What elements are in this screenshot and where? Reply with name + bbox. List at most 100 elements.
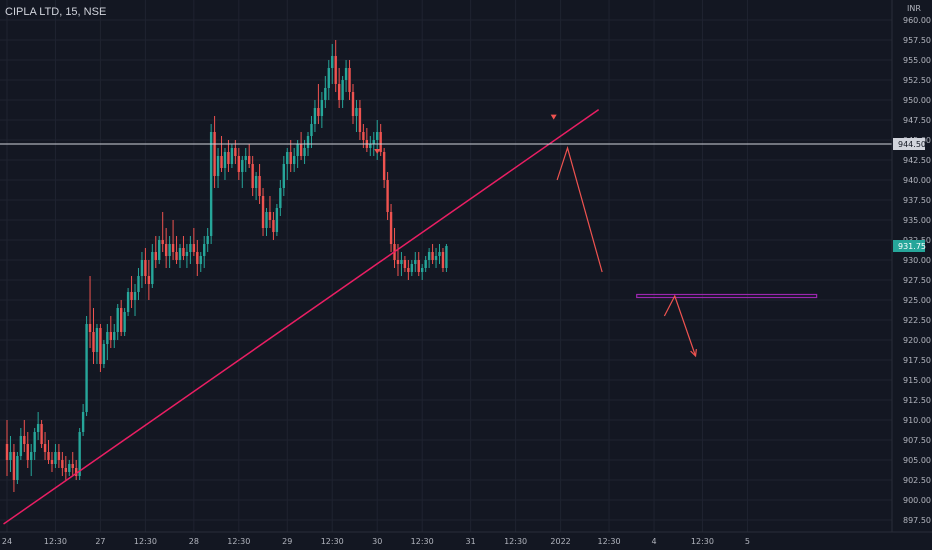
candle-body xyxy=(126,292,130,312)
candle xyxy=(196,240,199,276)
candle-body xyxy=(369,144,372,148)
candle xyxy=(279,180,282,216)
candle xyxy=(40,420,43,448)
candle-body xyxy=(171,244,175,252)
candle xyxy=(147,260,151,300)
candle xyxy=(248,144,251,168)
price-tick-label: 900.00 xyxy=(903,496,931,505)
candle xyxy=(209,124,213,244)
candle xyxy=(19,428,23,460)
candle xyxy=(431,244,434,264)
candle-body xyxy=(382,152,386,180)
candle-body xyxy=(75,468,78,476)
candle xyxy=(36,412,40,440)
candle xyxy=(299,132,303,160)
candle-body xyxy=(178,248,182,260)
price-tick-label: 897.50 xyxy=(903,516,931,525)
candle xyxy=(320,92,324,128)
candle-body xyxy=(331,56,334,68)
price-tick-label: 940.00 xyxy=(903,176,931,185)
candle xyxy=(365,128,369,152)
candle xyxy=(133,284,137,316)
time-tick-label: 31 xyxy=(466,537,476,546)
time-tick-label: 12:30 xyxy=(44,537,67,546)
candle xyxy=(268,196,272,228)
time-tick-label: 24 xyxy=(2,537,12,546)
candle xyxy=(331,44,334,84)
candle xyxy=(92,308,95,364)
candle-body xyxy=(407,268,410,272)
candle-body xyxy=(102,344,106,364)
candle-body xyxy=(199,256,202,264)
candle xyxy=(178,244,182,268)
candle-body xyxy=(230,148,234,164)
candle-body xyxy=(99,328,102,364)
candle xyxy=(382,148,386,188)
candle xyxy=(227,140,230,172)
price-tick-label: 957.50 xyxy=(903,36,931,45)
candle-body xyxy=(158,240,161,260)
candle-body xyxy=(441,252,445,268)
candle xyxy=(88,276,92,348)
candle-body xyxy=(248,156,251,164)
candle xyxy=(182,236,185,260)
candle xyxy=(199,252,202,272)
candle xyxy=(75,460,78,480)
price-axis[interactable]: 960.00957.50955.00952.50950.00947.50945.… xyxy=(891,0,932,550)
time-tick-label: 28 xyxy=(189,537,199,546)
candle-body xyxy=(106,332,109,344)
candle xyxy=(23,420,26,452)
candle-body xyxy=(317,108,320,116)
candle-body xyxy=(344,68,348,80)
forecast-arrow-head xyxy=(690,348,697,358)
triangle-marker xyxy=(550,114,557,120)
candle xyxy=(251,156,254,196)
candle xyxy=(351,84,355,124)
candle xyxy=(175,236,178,264)
candle xyxy=(106,324,109,360)
candle-body xyxy=(50,460,54,464)
candle-body xyxy=(216,156,220,176)
currency-label: INR xyxy=(907,4,921,13)
candle-body xyxy=(88,324,92,332)
candle xyxy=(310,116,313,148)
candle xyxy=(116,304,119,340)
candle-body xyxy=(168,244,171,256)
price-tick-label: 922.50 xyxy=(903,316,931,325)
candle xyxy=(5,420,9,476)
candle xyxy=(254,172,258,200)
candle xyxy=(265,208,268,236)
candle-body xyxy=(9,452,12,460)
candle-body xyxy=(64,468,68,472)
candle xyxy=(81,404,85,436)
candle-body xyxy=(192,244,196,252)
candle xyxy=(185,244,189,268)
candle xyxy=(334,40,337,92)
candle-body xyxy=(40,424,43,444)
candle-body xyxy=(286,152,289,164)
candle-body xyxy=(137,276,140,292)
candle xyxy=(403,256,407,272)
candle-body xyxy=(313,108,317,124)
candle-body xyxy=(410,264,414,272)
candle xyxy=(286,148,289,180)
candle-body xyxy=(154,252,157,260)
candle xyxy=(389,204,393,252)
candle-body xyxy=(213,132,216,176)
candle-body xyxy=(144,260,147,276)
current-price-tag-label: 931.75 xyxy=(898,242,926,251)
candle-body xyxy=(348,68,351,92)
candle xyxy=(30,444,33,476)
candle xyxy=(161,212,164,252)
candle-body xyxy=(85,324,88,412)
candle xyxy=(9,436,12,472)
candle xyxy=(189,236,192,264)
price-tick-label: 930.00 xyxy=(903,256,931,265)
price-tick-label: 952.50 xyxy=(903,76,931,85)
candle-body xyxy=(109,332,112,340)
candle xyxy=(223,148,227,180)
time-axis[interactable]: 24 12:30 27 12:30 28 12:30 29 12:30 30 12:30 31 12:… xyxy=(0,531,932,546)
price-tick-label: 955.00 xyxy=(903,56,931,65)
candle-body xyxy=(268,212,272,220)
